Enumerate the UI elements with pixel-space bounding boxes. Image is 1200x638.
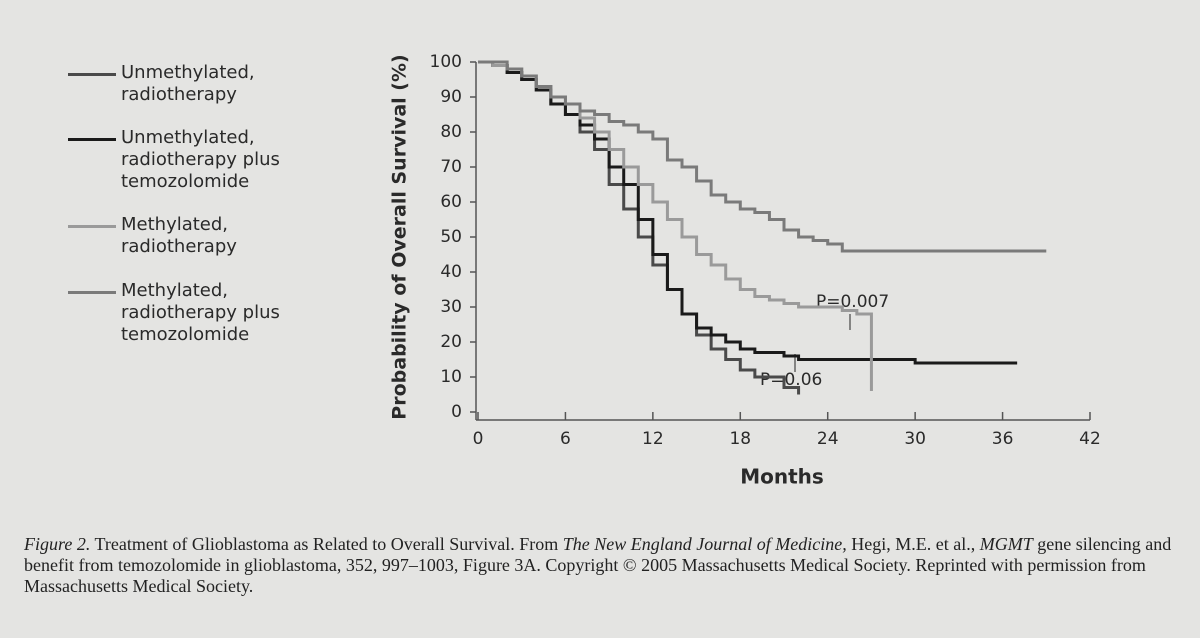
legend-label: Methylated, radiotherapy plus temozolomi… [121, 280, 280, 345]
y-tick-label: 10 [440, 367, 462, 387]
legend-swatch [68, 291, 116, 294]
y-axis-label: Probability of Overall Survival (%) [389, 54, 411, 419]
legend-label: Unmethylated, radiotherapy [121, 62, 255, 105]
caption: Figure 2. Treatment of Glioblastoma as R… [24, 534, 1184, 597]
x-tick-label: 18 [729, 429, 751, 449]
y-tick-label: 20 [440, 332, 462, 352]
y-tick-label: 0 [451, 402, 462, 422]
legend-swatch [68, 73, 116, 76]
x-tick-label: 24 [817, 429, 839, 449]
x-tick-label: 42 [1079, 429, 1101, 449]
x-tick-label: 12 [642, 429, 664, 449]
y-tick-label: 90 [440, 87, 462, 107]
x-axis-label: Months [740, 465, 824, 489]
x-tick-label: 36 [992, 429, 1014, 449]
caption-part: Treatment of Glioblastoma as Related to … [94, 534, 559, 554]
chart: Probability of Overall Survival (%) Mont… [389, 52, 1101, 489]
survival-curve [478, 60, 873, 391]
x-tick-label: 30 [904, 429, 926, 449]
y-tick-label: 70 [440, 157, 462, 177]
caption-part: Hegi, M.E. et al., [851, 534, 976, 554]
y-tick-label: 80 [440, 122, 462, 142]
y-tick-label: 50 [440, 227, 462, 247]
caption-part: Figure 2. [24, 534, 91, 554]
survival-curve [478, 60, 1047, 253]
y-tick-label: 100 [430, 52, 462, 72]
x-tick-label: 6 [560, 429, 571, 449]
survival-curve [478, 60, 1018, 365]
caption-part: gene silencing and benefit from temozolo… [24, 534, 1172, 596]
y-tick-label: 40 [440, 262, 462, 282]
legend-label: Methylated, radiotherapy [121, 214, 237, 257]
survival-curve [478, 60, 801, 395]
legend-swatch [68, 138, 116, 141]
x-tick-label: 0 [473, 429, 484, 449]
caption-part: The New England Journal of Medicine, [562, 534, 847, 554]
annotation: P=0.06 [760, 370, 822, 390]
y-tick-label: 60 [440, 192, 462, 212]
y-tick-label: 30 [440, 297, 462, 317]
legend-swatch [68, 225, 116, 228]
caption-part: MGMT [979, 534, 1033, 554]
legend-label: Unmethylated, radiotherapy plus temozolo… [121, 127, 280, 192]
